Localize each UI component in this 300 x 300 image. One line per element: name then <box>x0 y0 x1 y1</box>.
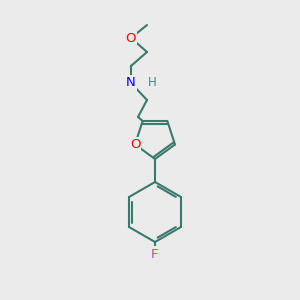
Text: O: O <box>126 32 136 44</box>
Text: O: O <box>130 138 140 151</box>
Text: H: H <box>148 76 156 89</box>
Text: F: F <box>151 248 159 260</box>
Text: N: N <box>126 76 136 89</box>
